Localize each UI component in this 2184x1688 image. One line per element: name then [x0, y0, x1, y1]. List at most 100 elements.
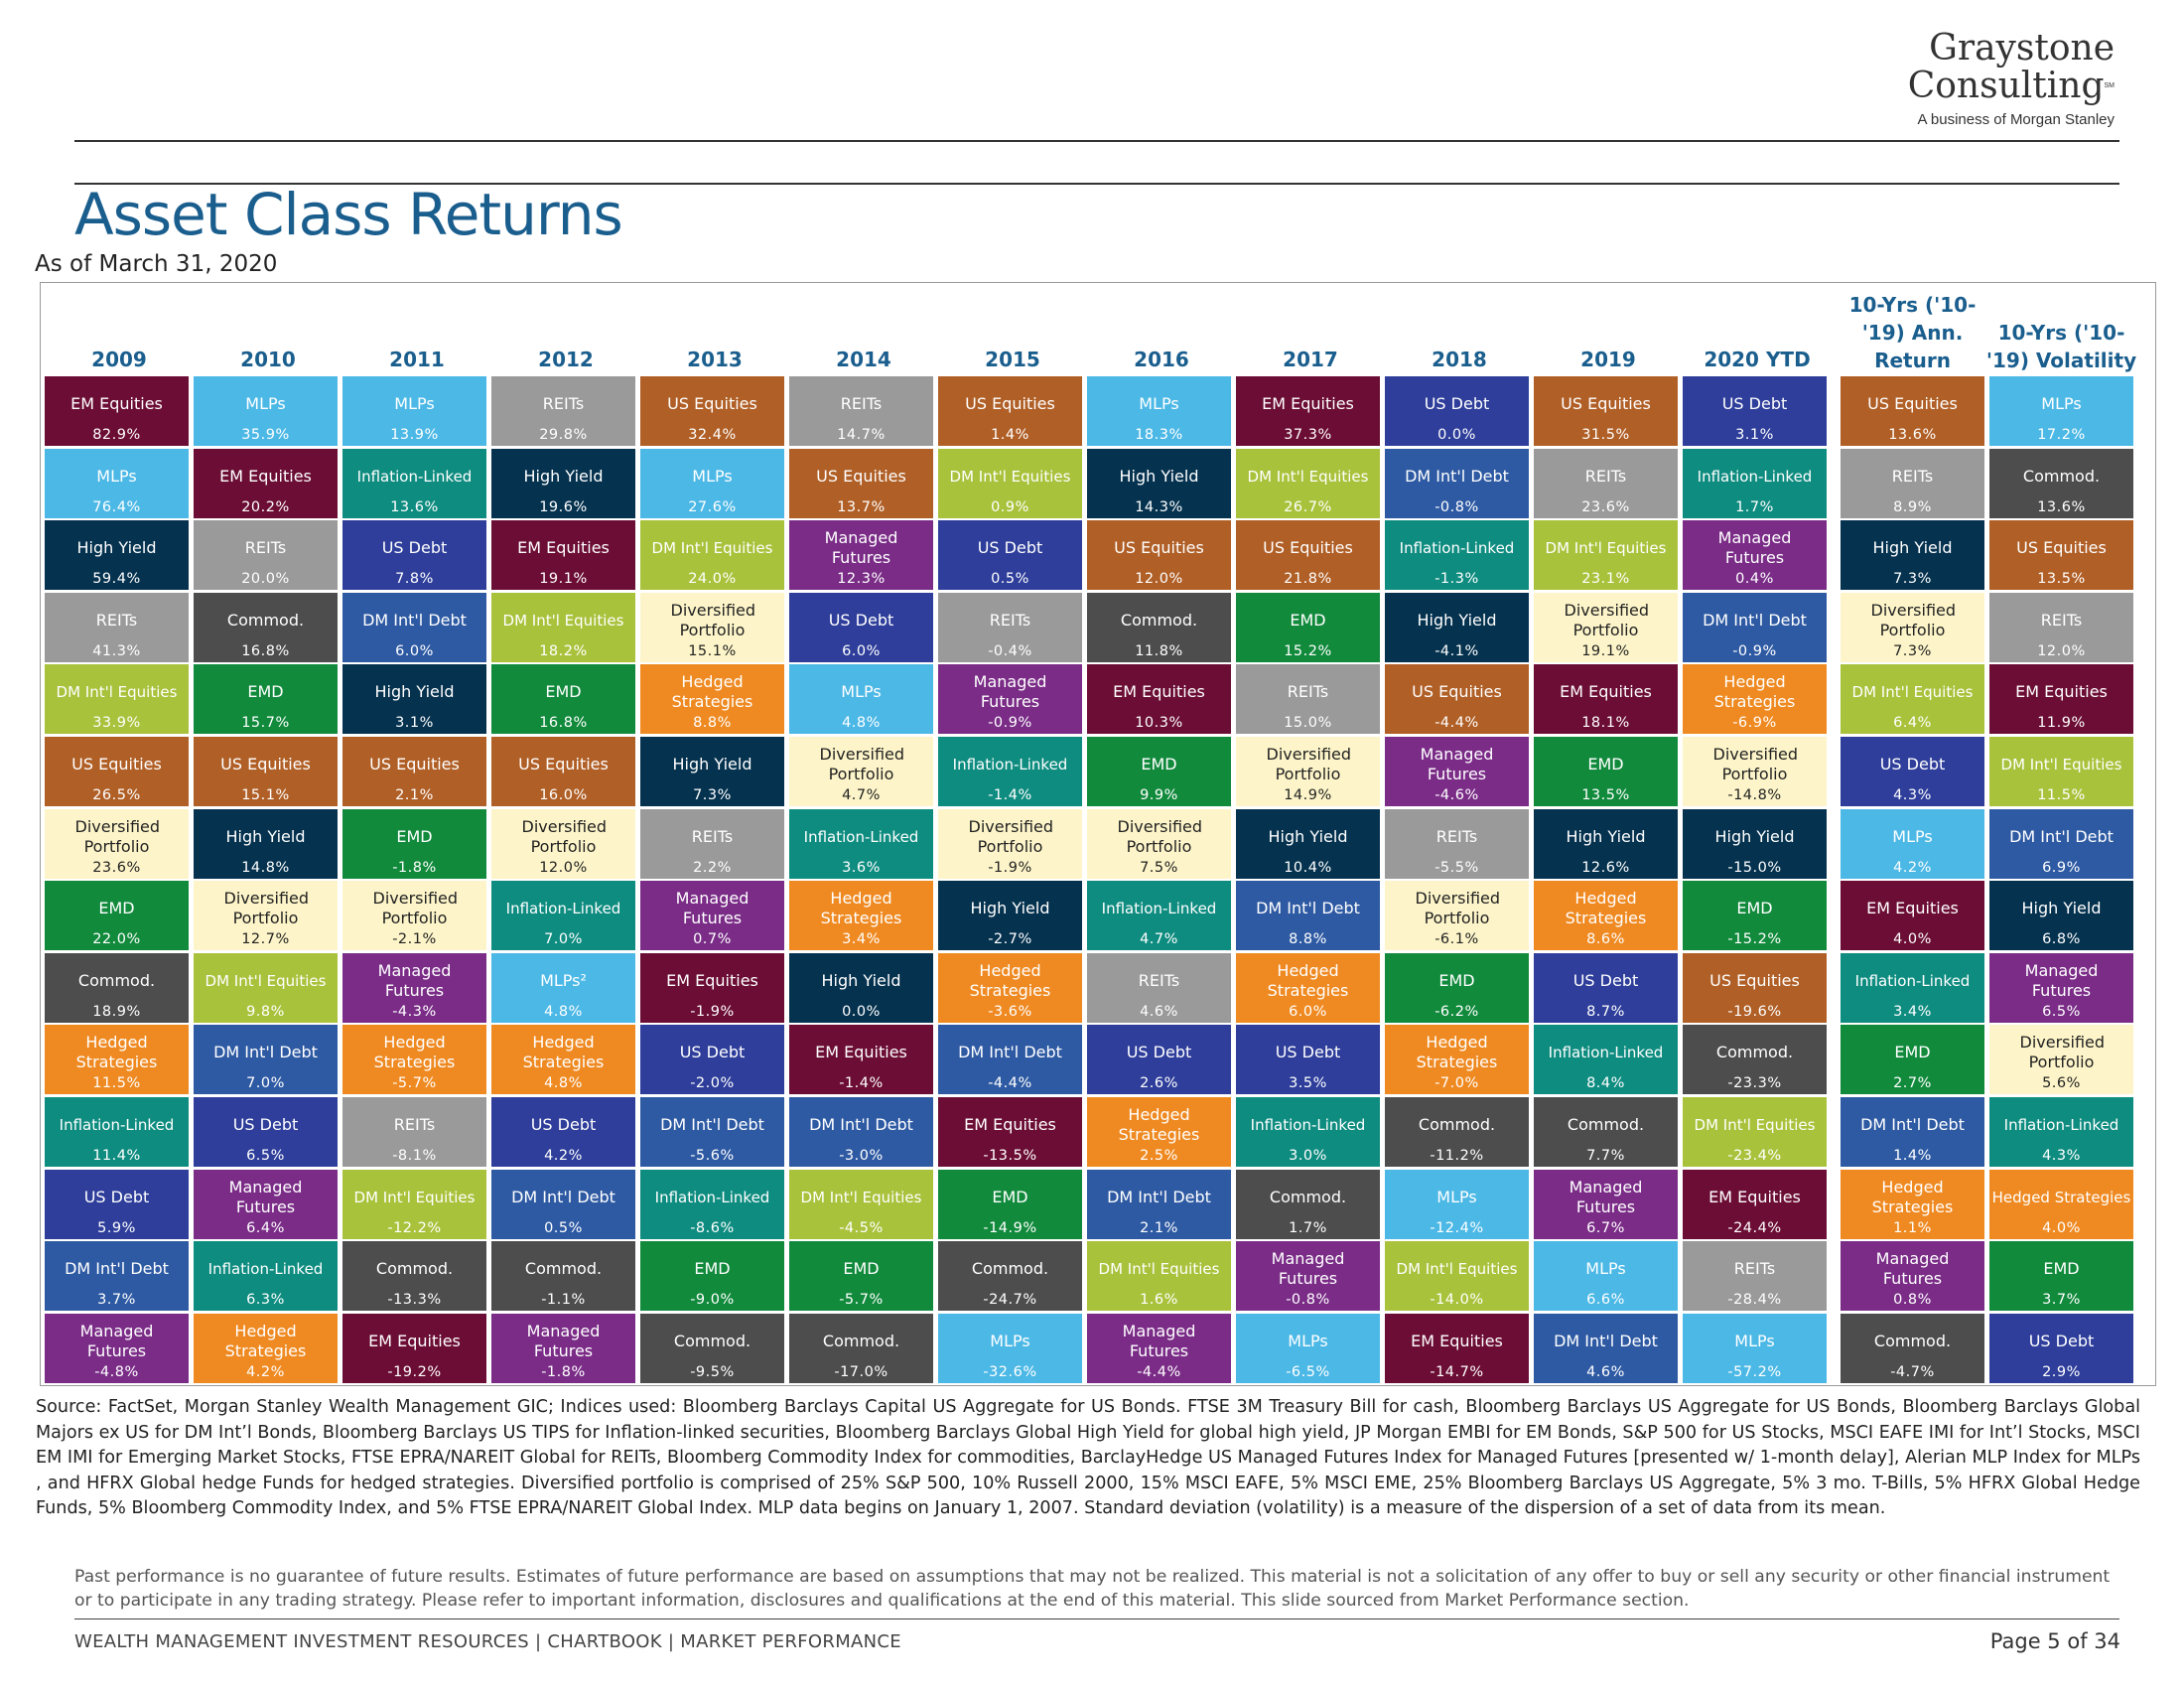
asset-class-label: REITs: [1584, 466, 1627, 486]
asset-class-label: Commod.: [822, 1331, 900, 1350]
return-value: -0.8%: [1286, 1292, 1330, 1309]
asset-cell: High Yield 12.6%: [1534, 808, 1678, 879]
asset-class-label: Commod.: [1715, 1043, 1794, 1062]
asset-class-label: REITs: [542, 394, 585, 413]
asset-cell: Managed Futures -4.4%: [1087, 1313, 1231, 1383]
column-header: 2015: [985, 348, 1040, 371]
asset-cell: DM Int'l Debt 2.1%: [1087, 1169, 1231, 1239]
asset-cell: MLPs 18.3%: [1087, 376, 1231, 446]
return-value: -6.1%: [1434, 931, 1479, 948]
column-header: 2020 YTD: [1704, 348, 1811, 371]
asset-class-label: DM Int'l Debt: [1405, 466, 1509, 486]
asset-cell: REITs 29.8%: [491, 376, 635, 446]
asset-class-label: High Yield: [2021, 899, 2102, 918]
asset-cell: Managed Futures 0.8%: [1841, 1241, 1984, 1312]
asset-cell: EMD 15.7%: [194, 664, 338, 735]
return-value: 8.7%: [1586, 1003, 1625, 1020]
asset-class-label: Hedged Strategies: [522, 1033, 605, 1072]
asset-cell: REITs 14.7%: [789, 376, 933, 446]
asset-class-label: US Debt: [679, 1043, 746, 1062]
return-value: 0.9%: [991, 498, 1029, 515]
asset-cell: Hedged Strategies 8.8%: [640, 664, 784, 735]
asset-class-label: Managed Futures: [824, 528, 898, 568]
return-value: 2.5%: [1140, 1148, 1178, 1164]
return-value: 20.0%: [241, 571, 290, 588]
asset-cell: REITs 23.6%: [1534, 448, 1678, 518]
asset-class-label: Commod.: [77, 970, 156, 990]
asset-cell: Commod. -24.7%: [938, 1241, 1082, 1312]
return-value: 7.3%: [1893, 642, 1932, 659]
asset-class-label: High Yield: [1119, 466, 1199, 486]
asset-class-label: High Yield: [374, 682, 455, 702]
asset-cell: Inflation-Linked 6.3%: [194, 1241, 338, 1312]
return-value: 6.4%: [246, 1219, 285, 1236]
asset-class-label: Commod.: [673, 1331, 751, 1350]
return-value: -4.6%: [1434, 787, 1479, 803]
footer-rule: [74, 1618, 2119, 1619]
asset-cell: REITs -5.5%: [1385, 808, 1529, 879]
return-value: -0.9%: [988, 715, 1032, 732]
asset-class-label: DM Int'l Equities: [1098, 1260, 1220, 1279]
asset-class-label: DM Int'l Debt: [1703, 610, 1807, 630]
return-value: 15.1%: [688, 642, 737, 659]
return-value: -32.6%: [983, 1363, 1037, 1380]
return-value: -4.4%: [1137, 1363, 1181, 1380]
asset-cell: Commod. -1.1%: [491, 1241, 635, 1312]
asset-class-label: EMD: [247, 682, 284, 702]
return-value: -5.7%: [839, 1292, 884, 1309]
asset-cell: US Equities 2.1%: [342, 737, 486, 806]
return-value: -0.4%: [988, 642, 1032, 659]
return-value: 21.8%: [1284, 571, 1332, 588]
asset-class-label: REITs: [1435, 826, 1478, 846]
return-value: 3.6%: [842, 859, 881, 876]
return-value: 2.7%: [1893, 1075, 1932, 1092]
asset-cell: Inflation-Linked -8.6%: [640, 1169, 784, 1239]
asset-class-label: MLPs: [1585, 1259, 1626, 1279]
return-value: 6.8%: [2042, 931, 2081, 948]
return-value: 11.9%: [2037, 715, 2086, 732]
header-rule-bottom: [74, 183, 2119, 185]
return-value: 19.6%: [539, 498, 588, 515]
asset-class-label: EMD: [1141, 755, 1177, 774]
return-value: -4.5%: [839, 1219, 884, 1236]
return-value: -14.8%: [1727, 787, 1782, 803]
return-value: -28.4%: [1727, 1292, 1782, 1309]
asset-cell: DM Int'l Equities 33.9%: [45, 664, 189, 735]
asset-cell: Commod. -23.3%: [1683, 1025, 1827, 1095]
asset-cell: EMD -5.7%: [789, 1241, 933, 1312]
asset-cell: DM Int'l Equities 6.4%: [1841, 664, 1984, 735]
asset-class-label: MLPs: [692, 466, 733, 486]
asset-cell: US Equities 32.4%: [640, 376, 784, 446]
asset-cell: US Equities 1.4%: [938, 376, 1082, 446]
asset-class-label: DM Int'l Equities: [1694, 1116, 1816, 1134]
return-value: 7.5%: [1140, 859, 1178, 876]
asset-class-label: Diversified Portfolio: [1117, 816, 1203, 856]
asset-cell: REITs 4.6%: [1087, 952, 1231, 1023]
asset-cell: Diversified Portfolio 7.5%: [1087, 808, 1231, 879]
asset-class-label: MLPs: [245, 394, 286, 413]
return-value: 16.8%: [241, 642, 290, 659]
asset-cell: MLPs -12.4%: [1385, 1169, 1529, 1239]
asset-class-label: US Equities: [369, 755, 460, 774]
asset-cell: EM Equities 82.9%: [45, 376, 189, 446]
return-value: 2.6%: [1140, 1075, 1178, 1092]
return-value: 0.0%: [842, 1003, 881, 1020]
return-value: 11.4%: [92, 1148, 141, 1164]
asset-cell: EMD 13.5%: [1534, 737, 1678, 806]
asset-class-label: US Debt: [977, 538, 1043, 558]
asset-cell: DM Int'l Debt 3.7%: [45, 1241, 189, 1312]
asset-class-label: Commod.: [2022, 466, 2101, 486]
asset-cell: EM Equities -1.4%: [789, 1025, 933, 1095]
asset-cell: EM Equities 10.3%: [1087, 664, 1231, 735]
asset-class-label: High Yield: [1417, 610, 1497, 630]
asset-class-label: US Equities: [2016, 538, 2107, 558]
asset-class-label: US Debt: [530, 1115, 597, 1134]
asset-cell: EMD -14.9%: [938, 1169, 1082, 1239]
return-value: 23.6%: [92, 859, 141, 876]
asset-class-label: EM Equities: [219, 466, 312, 486]
asset-class-label: EMD: [1736, 899, 1773, 918]
asset-cell: Managed Futures -0.9%: [938, 664, 1082, 735]
asset-class-label: DM Int'l Debt: [660, 1115, 764, 1134]
asset-class-label: REITs: [1891, 466, 1934, 486]
return-value: 31.5%: [1581, 427, 1630, 443]
